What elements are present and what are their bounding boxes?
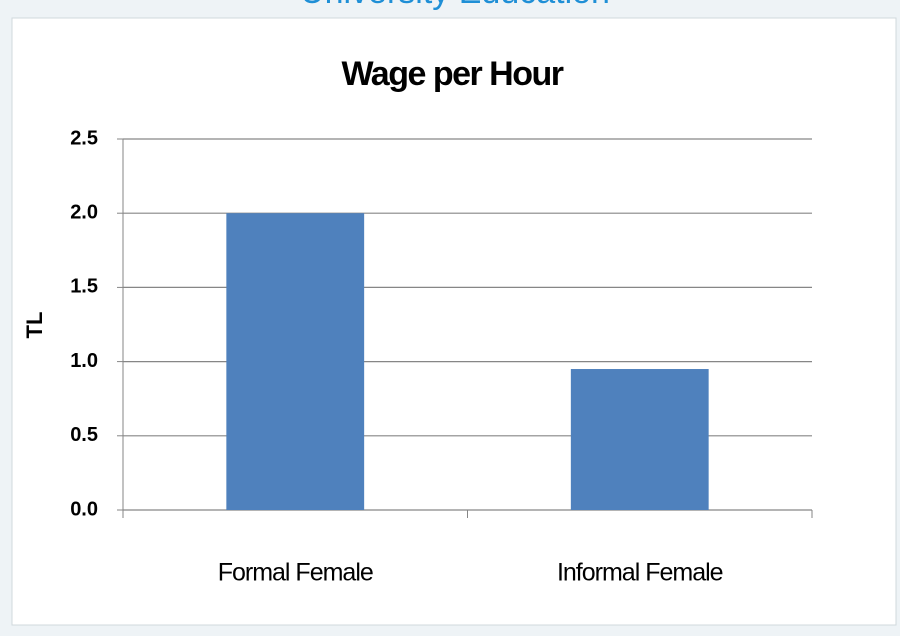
x-tick-label: Formal Female xyxy=(218,559,373,587)
bar xyxy=(570,369,709,510)
bar xyxy=(226,213,365,510)
y-tick-label: 2.5 xyxy=(70,127,98,149)
x-tick-label: Informal Female xyxy=(557,559,723,587)
chart-area xyxy=(11,17,897,626)
y-axis-label: TL xyxy=(22,312,47,339)
chart-title: Wage per Hour xyxy=(341,55,563,93)
y-tick-label: 1.0 xyxy=(70,350,98,372)
y-tick-label: 2.0 xyxy=(70,201,98,223)
slide-title: University Education xyxy=(300,0,610,11)
y-tick-label: 0.0 xyxy=(70,498,98,520)
y-tick-label: 1.5 xyxy=(70,276,98,298)
y-tick-label: 0.5 xyxy=(70,424,98,446)
